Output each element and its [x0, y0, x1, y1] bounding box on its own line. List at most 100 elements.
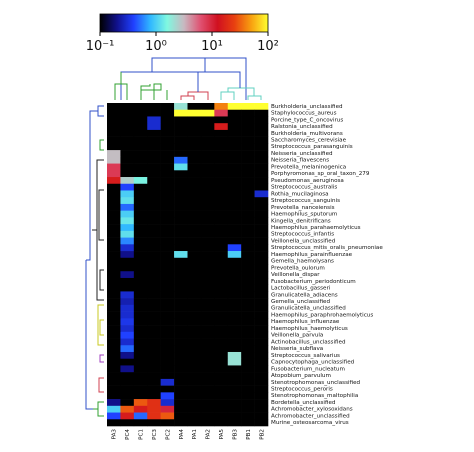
heatmap-cell [241, 345, 255, 353]
heatmap-cell [254, 392, 269, 400]
heatmap [107, 103, 269, 427]
heatmap-cell [174, 264, 188, 272]
heatmap-cell [200, 351, 215, 360]
heatmap-cell [160, 129, 175, 137]
heatmap-cell [160, 277, 175, 285]
heatmap-cell [200, 284, 215, 292]
heatmap-cell [147, 230, 161, 238]
heatmap-cell [174, 271, 188, 279]
heatmap-cell [160, 244, 175, 252]
heatmap-cell [241, 230, 255, 238]
heatmap-cell [147, 378, 161, 386]
heatmap-cell [227, 197, 242, 205]
heatmap-cell [241, 237, 255, 245]
heatmap-cell [241, 298, 255, 306]
heatmap-cell [241, 190, 255, 198]
heatmap-cell [214, 385, 229, 393]
heatmap-cell [174, 197, 188, 205]
heatmap-cell [200, 372, 215, 380]
heatmap-cell [214, 311, 229, 319]
heatmap-cell [107, 197, 121, 205]
row-label: Ralstonia_unclassified [271, 124, 333, 130]
heatmap-cell [120, 291, 135, 299]
heatmap-cell [241, 365, 255, 373]
heatmap-cell [160, 116, 175, 124]
heatmap-cell [147, 210, 161, 218]
heatmap-cell [214, 230, 229, 238]
heatmap-cell [147, 412, 161, 420]
column-dendrogram [114, 57, 262, 100]
heatmap-cell [107, 163, 121, 171]
heatmap-cell [120, 399, 135, 407]
heatmap-cell [214, 217, 229, 225]
heatmap-cell [200, 277, 215, 285]
heatmap-cell [214, 351, 229, 360]
heatmap-cell [254, 257, 269, 265]
heatmap-cell [120, 419, 135, 427]
heatmap-cell [254, 197, 269, 205]
row-label: Porcine_type_C_oncovirus [271, 117, 343, 123]
heatmap-cell [187, 244, 202, 252]
heatmap-cell [107, 378, 121, 386]
heatmap-cell [160, 372, 175, 380]
heatmap-cell [214, 190, 229, 198]
heatmap-cell [120, 129, 135, 137]
heatmap-cell [174, 385, 188, 393]
heatmap-cell [174, 392, 188, 400]
heatmap-cell [254, 351, 269, 360]
row-label: Streptococcus_peroris [271, 386, 333, 392]
heatmap-cell [120, 257, 135, 265]
heatmap-cell [187, 251, 202, 259]
heatmap-cell [120, 203, 135, 211]
heatmap-cell [174, 284, 188, 292]
heatmap-cell [160, 385, 175, 393]
heatmap-cell [133, 177, 148, 185]
heatmap-cell [120, 183, 135, 191]
heatmap-cell [187, 392, 202, 400]
heatmap-cell [254, 264, 269, 272]
heatmap-cell [120, 372, 135, 380]
heatmap-cell [200, 116, 215, 124]
heatmap-cell [107, 129, 121, 137]
heatmap-cell [254, 318, 269, 326]
column-label: PC2 [165, 429, 171, 440]
heatmap-cell [241, 351, 255, 360]
heatmap-cell [254, 311, 269, 319]
heatmap-cell [241, 378, 255, 386]
heatmap-cell [133, 318, 148, 326]
row-label: Streptococcus_salivarius [271, 353, 340, 359]
heatmap-cell [214, 136, 229, 144]
heatmap-cell [174, 251, 188, 259]
heatmap-cell [120, 412, 135, 420]
heatmap-cell [214, 203, 229, 211]
heatmap-cell [133, 203, 148, 211]
heatmap-cell [160, 365, 175, 373]
heatmap-cell [107, 217, 121, 225]
heatmap-cell [160, 318, 175, 326]
heatmap-cell [200, 190, 215, 198]
heatmap-cell [120, 325, 135, 333]
heatmap-cell [241, 331, 255, 339]
heatmap-cell [107, 143, 121, 151]
heatmap-cell [107, 304, 121, 312]
heatmap-cell [133, 129, 148, 137]
heatmap-cell [147, 365, 161, 373]
heatmap-cell [160, 183, 175, 191]
row-label: Achromobacter_xylosoxidans [271, 407, 353, 413]
heatmap-cell [160, 210, 175, 218]
heatmap-cell [200, 129, 215, 137]
heatmap-cell [241, 412, 255, 420]
heatmap-cell [187, 136, 202, 144]
heatmap-cell [133, 311, 148, 319]
row-label: Prevotella_nanceiensis [271, 205, 335, 211]
heatmap-cell [214, 123, 229, 131]
heatmap-cell [147, 304, 161, 312]
row-label: Veillonella_parvula [271, 333, 323, 339]
heatmap-cell [187, 318, 202, 326]
heatmap-cell [107, 116, 121, 124]
row-label: Gemella_haemolysans [271, 259, 334, 265]
heatmap-cell [227, 351, 242, 360]
row-label: Streptococcus_infantis [271, 232, 334, 238]
heatmap-cell [120, 338, 135, 346]
heatmap-cell [241, 210, 255, 218]
